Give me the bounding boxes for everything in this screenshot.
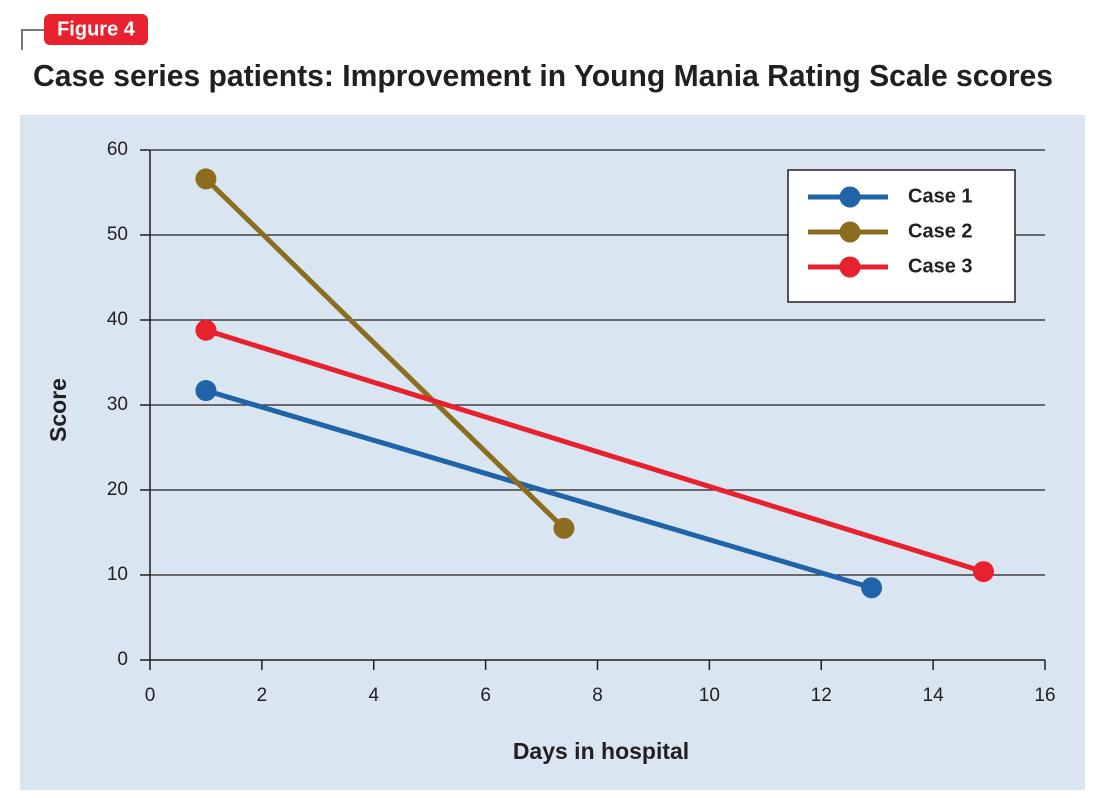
x-tick-label: 2: [257, 685, 268, 706]
point: [195, 319, 217, 341]
x-tick-label: 16: [1034, 685, 1055, 706]
series-line: [205, 388, 873, 591]
y-tick-label: 20: [107, 479, 128, 500]
legend-marker: [839, 256, 861, 278]
series-line: [204, 177, 566, 531]
y-tick-label: 0: [117, 649, 128, 670]
legend-label: Case 1: [908, 185, 973, 207]
point: [195, 380, 217, 402]
point: [553, 517, 575, 539]
series-line: [205, 327, 985, 574]
x-tick-label: 10: [699, 685, 720, 706]
y-axis-label: Score: [45, 378, 71, 442]
x-tick-label: 12: [811, 685, 832, 706]
y-tick-label: 50: [107, 224, 128, 245]
chart-title: Case series patients: Improvement in You…: [33, 58, 1053, 93]
legend-marker: [839, 221, 861, 243]
point: [195, 168, 217, 190]
x-tick-label: 4: [368, 685, 379, 706]
point: [861, 577, 883, 599]
y-tick-label: 40: [107, 309, 128, 330]
x-tick-label: 6: [480, 685, 491, 706]
legend-label: Case 2: [908, 220, 973, 242]
legend-marker: [839, 186, 861, 208]
x-axis-label: Days in hospital: [513, 738, 689, 764]
legend-box: [787, 169, 1016, 303]
y-tick-label: 30: [107, 394, 128, 415]
figure-badge: [44, 14, 148, 45]
point: [972, 561, 994, 583]
corner-rule: [21, 29, 44, 50]
x-tick-label: 14: [923, 685, 945, 706]
x-tick-label: 0: [145, 685, 156, 706]
legend-label: Case 3: [908, 255, 973, 277]
y-tick-label: 10: [107, 564, 128, 585]
figure-label: Figure 4: [57, 18, 136, 40]
y-tick-label: 60: [107, 139, 128, 160]
x-tick-label: 8: [592, 685, 603, 706]
